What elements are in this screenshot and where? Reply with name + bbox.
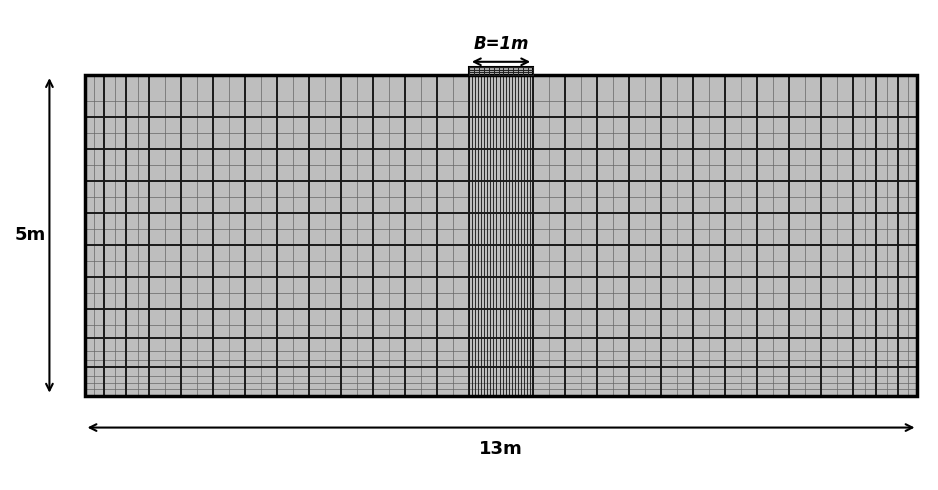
Text: 13m: 13m (479, 441, 522, 458)
Bar (84, 75, 917, 395)
Text: B=1m: B=1m (474, 35, 529, 53)
Bar (469, 67, 533, 75)
Bar (84, 75, 917, 395)
Text: 5m: 5m (15, 226, 46, 245)
